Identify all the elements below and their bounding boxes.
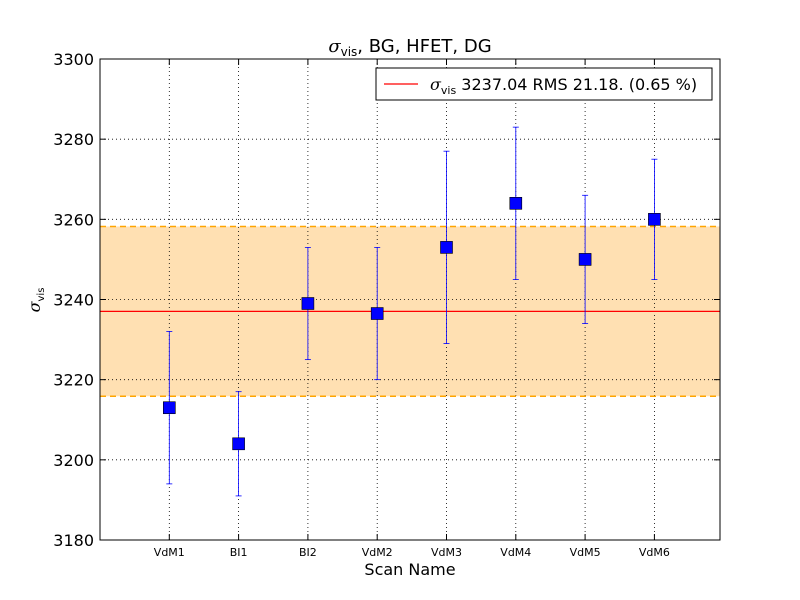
data-point — [370, 307, 384, 320]
y-axis-label: σvis — [25, 288, 47, 313]
x-tick-label: BI2 — [299, 546, 317, 559]
y-tick-label: 3220 — [53, 371, 94, 390]
chart-title: σvis, BG, HFET, DG — [328, 36, 491, 59]
legend: σvis 3237.04 RMS 21.18. (0.65 %) — [375, 67, 713, 101]
x-axis-label: Scan Name — [364, 560, 455, 579]
data-point — [648, 213, 661, 226]
x-tick-label: VdM2 — [362, 546, 393, 559]
y-tick-label: 3260 — [53, 210, 94, 229]
plot-area: 3180 3200 3220 3240 3260 3280 3300 VdM1 BI1 BI2 Vd… — [53, 50, 721, 559]
data-point — [440, 241, 453, 254]
legend-label: σvis 3237.04 RMS 21.18. (0.65 %) — [430, 75, 697, 97]
x-tick-label: VdM1 — [154, 546, 185, 559]
x-tick-label: BI1 — [230, 546, 248, 559]
y-tick-label: 3200 — [53, 451, 94, 470]
data-point — [578, 253, 592, 266]
y-tick-label: 3280 — [53, 130, 94, 149]
x-tick-label: VdM6 — [639, 546, 670, 559]
data-point — [163, 401, 176, 415]
data-point — [232, 437, 245, 451]
y-tick-label: 3180 — [53, 531, 94, 550]
x-tick-label: VdM4 — [500, 546, 531, 559]
y-tick-label: 3300 — [53, 50, 94, 69]
legend-box — [375, 67, 713, 101]
data-point — [301, 297, 315, 310]
data-point — [509, 197, 523, 210]
x-tick-label: VdM3 — [431, 546, 462, 559]
y-tick-label: 3240 — [53, 291, 94, 310]
x-tick-label: VdM5 — [570, 546, 601, 559]
